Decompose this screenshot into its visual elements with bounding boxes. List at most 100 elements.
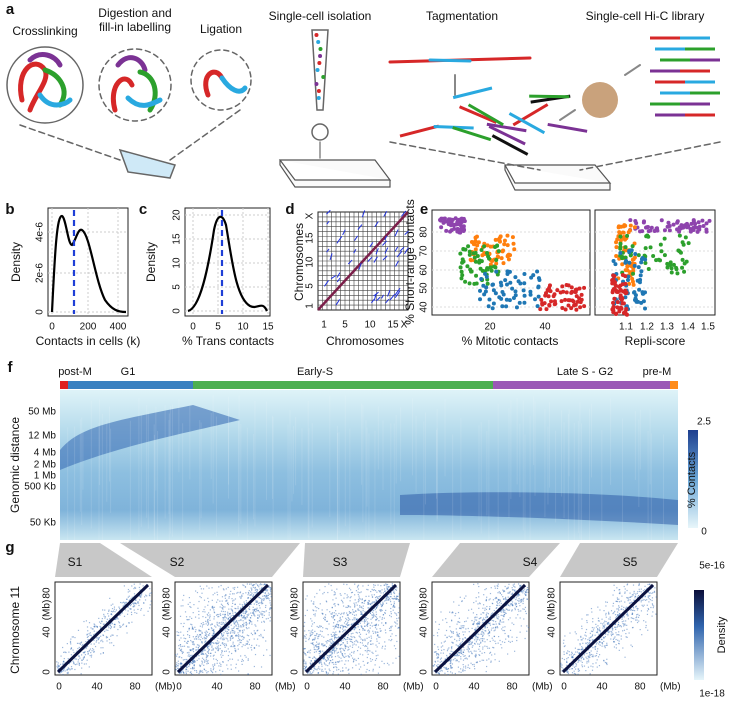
unit-label: (Mb): [532, 682, 553, 693]
contact: [478, 649, 479, 650]
contact: [316, 610, 317, 611]
contact: [322, 631, 323, 632]
contact: [195, 617, 196, 618]
contact: [207, 671, 208, 672]
contact: [119, 622, 120, 623]
contact: [484, 589, 485, 590]
contact: [375, 616, 376, 617]
heatmap-streak: [165, 405, 166, 519]
contact: [332, 650, 333, 651]
contact: [225, 598, 226, 599]
contact: [231, 628, 232, 629]
contact: [270, 617, 271, 618]
contact: [229, 651, 230, 652]
tick-label: 40: [42, 626, 53, 638]
contact: [222, 655, 223, 656]
contact: [112, 623, 113, 624]
contact: [361, 626, 362, 627]
contact: [447, 671, 448, 672]
contact: [223, 617, 224, 618]
contact: [468, 650, 469, 651]
heatmap-streak: [579, 402, 580, 539]
contact: [227, 631, 228, 632]
contact: [372, 631, 373, 632]
contact: [514, 590, 515, 591]
tick-label: 40: [468, 682, 480, 693]
contact: [180, 632, 181, 633]
contact: [231, 625, 232, 626]
point: [504, 304, 508, 308]
contact: [368, 607, 369, 608]
contact: [212, 672, 213, 673]
contact: [360, 598, 361, 599]
contact: [317, 636, 318, 637]
fragment: [492, 136, 527, 155]
contact: [444, 641, 445, 642]
contact: [237, 587, 238, 588]
contact: [234, 623, 235, 624]
contact: [321, 666, 322, 667]
contact: [369, 601, 370, 602]
contact: [100, 653, 101, 654]
contact: [98, 642, 99, 643]
contact: [226, 633, 227, 634]
contact: [458, 661, 459, 662]
contact: [224, 643, 225, 644]
contact: [219, 663, 220, 664]
contact: [259, 611, 260, 612]
point: [632, 283, 636, 287]
contact: [184, 638, 185, 639]
heatmap-streak: [74, 426, 75, 548]
contact: [340, 627, 341, 628]
point: [618, 235, 622, 239]
contact: [225, 647, 226, 648]
contact: [347, 614, 348, 615]
contact: [474, 617, 475, 618]
contact: [334, 628, 335, 629]
tick-label: 15: [387, 320, 399, 331]
contact: [198, 639, 199, 640]
contact: [218, 645, 219, 646]
contact: [500, 619, 501, 620]
contact: [223, 622, 224, 623]
contact: [637, 614, 638, 615]
contact: [469, 668, 470, 669]
contact: [335, 605, 336, 606]
contact: [450, 666, 451, 667]
contact: [496, 601, 497, 602]
contact: [489, 631, 490, 632]
contact: [447, 649, 448, 650]
contact: [468, 610, 469, 611]
heatmap-streak: [361, 404, 362, 485]
contact: [394, 598, 395, 599]
contact: [247, 635, 248, 636]
contact: [104, 616, 105, 617]
contact: [341, 660, 342, 661]
contact: [378, 624, 379, 625]
contact: [376, 592, 377, 593]
contact: [247, 594, 248, 595]
contact: [390, 626, 391, 627]
contact: [486, 597, 487, 598]
contact: [110, 636, 111, 637]
contact: [338, 652, 339, 653]
contact: [372, 597, 373, 598]
contact: [271, 596, 272, 597]
contact: [230, 664, 231, 665]
contact: [335, 610, 336, 611]
contact: [396, 590, 397, 591]
contact: [651, 593, 652, 594]
contact: [220, 674, 221, 675]
contact: [119, 608, 120, 609]
contact: [303, 668, 304, 669]
contact: [111, 611, 112, 612]
contact: [612, 594, 613, 595]
contact: [200, 630, 201, 631]
contact: [328, 634, 329, 635]
contact: [119, 615, 120, 616]
contact: [331, 636, 332, 637]
contact: [508, 619, 509, 620]
tick-label: 1.5: [701, 322, 715, 333]
contact: [226, 588, 227, 589]
contact: [218, 665, 219, 666]
